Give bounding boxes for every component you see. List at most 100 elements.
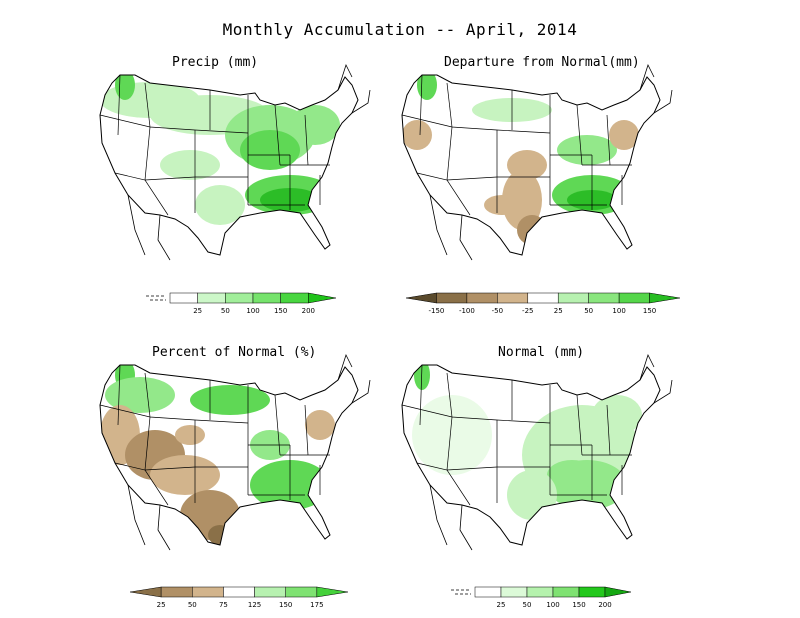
panel-title: Precip (mm) <box>172 55 259 70</box>
mexico-coast <box>127 194 171 261</box>
map-normal <box>401 353 673 551</box>
mexico-coast <box>429 484 473 551</box>
state-boundary <box>446 416 453 471</box>
panel-title: Normal (mm) <box>498 345 585 360</box>
legend-swatch <box>578 586 606 598</box>
legend-tick: 50 <box>523 601 532 609</box>
legend-departure: -150 -100 -50 -25 25 50 100 150 <box>405 292 681 315</box>
legend-tick: 200 <box>598 601 611 609</box>
legend-tick: 25 <box>554 307 563 315</box>
legend-tick: 50 <box>188 601 197 609</box>
legend-tick: 50 <box>584 307 593 315</box>
canada-coast <box>337 63 371 114</box>
legend-swatch <box>497 292 529 304</box>
legend-tick: 25 <box>157 601 166 609</box>
country-outline <box>99 364 359 546</box>
mexico-coast <box>127 484 171 551</box>
legend-tick: -50 <box>492 307 503 315</box>
state-boundary <box>144 372 151 418</box>
state-boundary <box>144 176 196 181</box>
legend-swatch <box>618 292 650 304</box>
legend-swatch <box>254 586 286 598</box>
legend-tick: 200 <box>302 307 315 315</box>
state-boundary <box>144 82 151 128</box>
panel-percent: Percent of Normal (%) <box>90 345 390 575</box>
panel-title: Percent of Normal (%) <box>152 345 317 360</box>
state-boundary <box>606 114 611 166</box>
state-boundary <box>446 82 453 128</box>
map-title: Monthly Accumulation -- April, 2014 <box>222 20 578 39</box>
legend-swatch <box>500 586 528 598</box>
legend-percent: 25 50 75 125 150 175 <box>129 586 349 609</box>
legend-tick: 50 <box>221 307 230 315</box>
canada-coast <box>639 63 673 114</box>
state-boundary <box>274 104 281 166</box>
state-boundary <box>576 394 583 456</box>
legend-tick: -100 <box>459 307 475 315</box>
mexico-coast <box>429 194 473 261</box>
legend-swatch <box>466 292 498 304</box>
state-boundary <box>99 404 249 424</box>
legend-swatch <box>252 292 281 304</box>
country-outline <box>401 74 661 256</box>
state-boundary <box>446 372 453 418</box>
legend-tick: 25 <box>193 307 202 315</box>
legend-tick: 100 <box>546 601 559 609</box>
legend-tick: 125 <box>248 601 261 609</box>
legend-swatch <box>225 292 254 304</box>
map-departure <box>401 63 673 261</box>
country-outline <box>99 74 359 256</box>
legend-precip: 25 50 100 150 200 <box>146 292 337 315</box>
country-outline <box>401 364 661 546</box>
legend-tick: -25 <box>522 307 533 315</box>
state-boundary <box>117 74 121 136</box>
legend-tick: 100 <box>246 307 259 315</box>
state-boundary <box>419 74 423 136</box>
state-boundary <box>576 104 583 166</box>
map-percent <box>99 353 371 551</box>
state-boundary <box>274 394 281 456</box>
state-boundary <box>117 364 121 426</box>
legend-swatch <box>604 586 632 598</box>
legend-swatch <box>169 292 198 304</box>
panel-title: Departure from Normal(mm) <box>444 55 640 70</box>
state-boundary <box>446 126 453 181</box>
legend-swatch <box>160 586 193 598</box>
legend-swatch <box>280 292 309 304</box>
legend-swatch <box>316 586 349 598</box>
legend-swatch <box>285 586 318 598</box>
state-boundary <box>419 364 423 426</box>
state-boundary <box>304 404 309 456</box>
canada-coast <box>337 353 371 404</box>
legend-tick: 150 <box>572 601 585 609</box>
legend-tick: 150 <box>274 307 287 315</box>
legend-swatch <box>129 586 162 598</box>
legend-swatch <box>308 292 337 304</box>
legend-tick: -150 <box>428 307 444 315</box>
legend-tick: 25 <box>497 601 506 609</box>
state-boundary <box>606 404 611 456</box>
legend-swatch <box>526 586 554 598</box>
legend-swatch <box>588 292 620 304</box>
state-boundary <box>144 416 151 471</box>
panel-departure: Departure from Normal(mm) <box>392 55 692 285</box>
state-boundary <box>401 404 551 424</box>
map-precip <box>99 63 371 261</box>
state-boundary <box>304 114 309 166</box>
state-boundary <box>144 466 196 471</box>
legend-tick: 175 <box>310 601 323 609</box>
legend-swatch <box>557 292 589 304</box>
legend-swatch <box>552 586 580 598</box>
panel-precip: Precip (mm) <box>90 55 390 285</box>
legend-swatch <box>192 586 224 598</box>
legend-swatch <box>527 292 559 304</box>
state-boundary <box>446 176 498 181</box>
legend-normal: 25 50 100 150 200 <box>451 586 632 609</box>
state-boundary <box>99 114 249 134</box>
legend-swatch <box>197 292 226 304</box>
canada-coast <box>639 353 673 404</box>
legend-swatch <box>223 586 255 598</box>
legend-tick: 100 <box>612 307 625 315</box>
legend-tick: 150 <box>279 601 292 609</box>
state-boundary <box>401 114 551 134</box>
